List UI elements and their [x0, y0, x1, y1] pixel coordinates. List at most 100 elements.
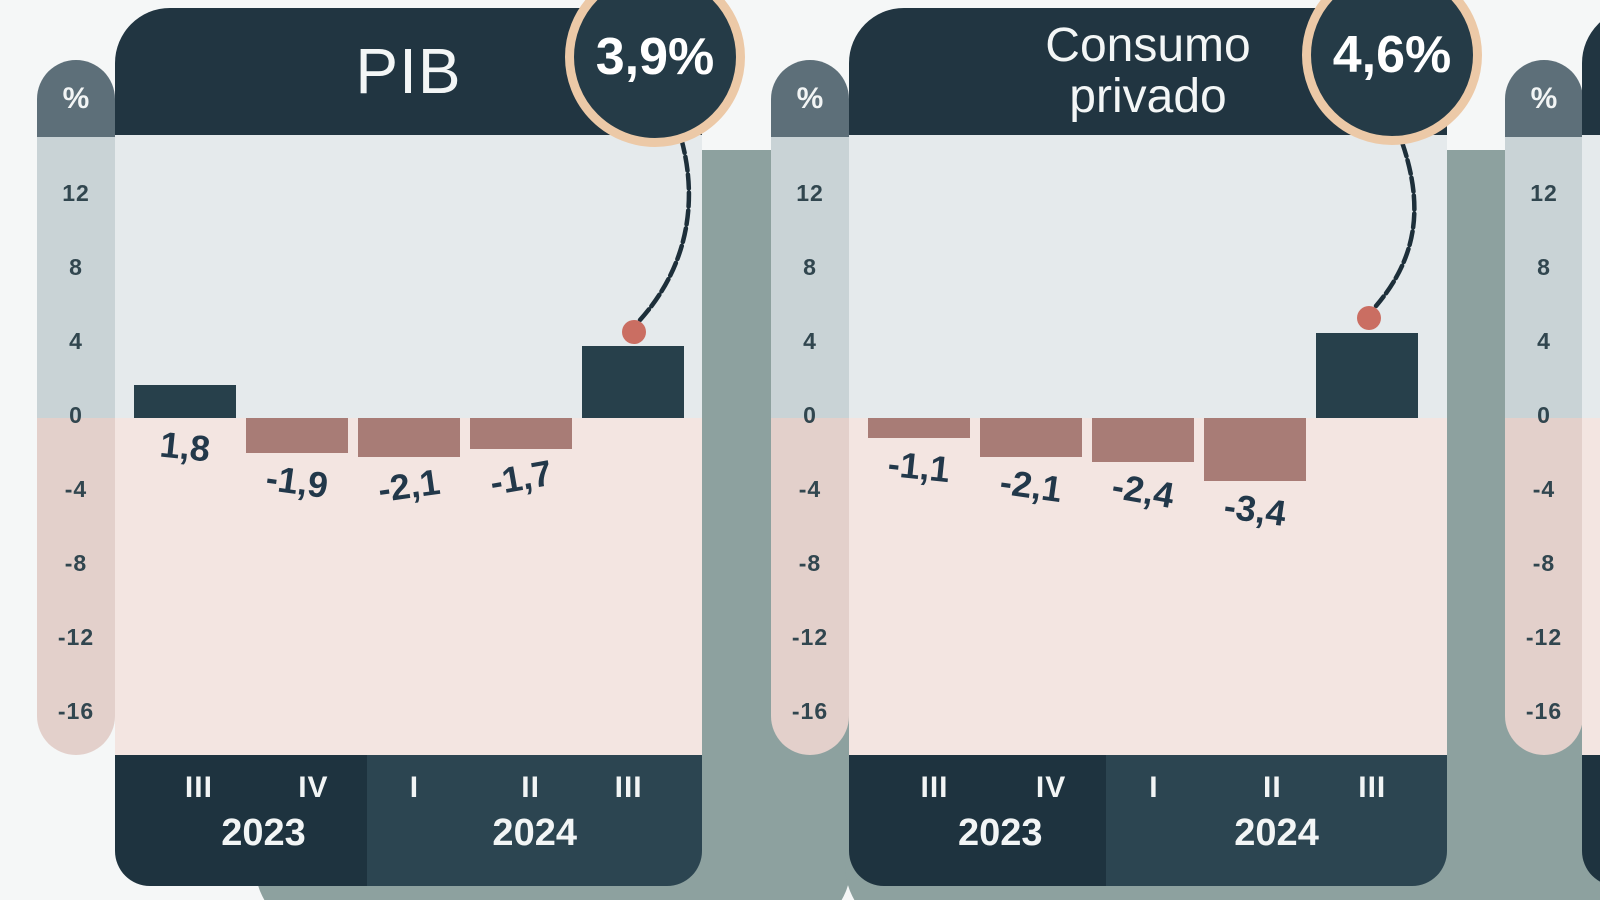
bar-value-label: -1,1: [886, 443, 953, 491]
axis-tick: 0: [69, 402, 83, 428]
callout-value: 4,6%: [1332, 26, 1452, 84]
chart-title: Consumo privado: [1045, 19, 1251, 123]
axis-negative-zone: [1505, 418, 1583, 755]
year-label: 2023: [958, 812, 1043, 854]
plot-below-zero: [849, 418, 1447, 755]
bars-layer: 1,8 -1,9 -2,1 -1,7: [115, 135, 702, 755]
time-axis: III IV I II III 2023 2024: [849, 755, 1447, 886]
callout-badge-consumo: 4,6%: [1302, 0, 1482, 145]
axis-tick: -16: [791, 698, 829, 724]
chart-card-partial: [1582, 8, 1600, 886]
quarter-label: I: [1149, 771, 1159, 804]
axis-tick: -4: [1532, 476, 1556, 502]
plot-below-zero: [115, 418, 702, 755]
year-label: 2024: [1234, 812, 1319, 854]
bar-value-label: -2,1: [997, 460, 1065, 510]
bar-i-2024: [358, 418, 460, 457]
axis-pill-consumo: % 12 8 4 0 -4 -8 -12 -16: [771, 60, 849, 755]
axis-tick: -12: [791, 624, 829, 650]
bar-iii-2024: [582, 345, 684, 418]
quarter-label: III: [1358, 771, 1387, 804]
chart-title: PIB: [355, 34, 462, 107]
plot-area: 1,8 -1,9 -2,1 -1,7: [115, 135, 702, 755]
axis-tick: -8: [798, 550, 822, 576]
year-label: 2023: [221, 812, 306, 854]
callout-value: 3,9%: [595, 28, 715, 86]
axis-positive-zone: [1505, 137, 1583, 418]
quarter-label: II: [1263, 771, 1282, 804]
chart-header: [1582, 8, 1600, 135]
axis-tick: 12: [62, 180, 90, 206]
bar-i-2024: [1092, 418, 1194, 463]
quarter-label: III: [184, 771, 213, 804]
axis-tick: 8: [803, 254, 817, 280]
axis-ticks: 12 8 4 0 -4 -8 -12 -16: [1505, 60, 1583, 755]
time-axis: III IV I II III 2023 2024: [115, 755, 702, 886]
year-label: 2024: [492, 812, 577, 854]
year-2024-segment: [367, 755, 702, 886]
year-2023-segment: [115, 755, 368, 886]
axis-unit-label: %: [771, 60, 849, 137]
bar-value-label: -1,7: [486, 452, 556, 504]
quarter-label: I: [409, 771, 420, 804]
chart-card-consumo-privado: Consumo privado -1,1 -2,1 -2,4 -3,4 III IV …: [849, 8, 1447, 886]
axis-positive-zone: [771, 137, 849, 418]
axis-tick: 12: [796, 180, 824, 206]
axis-tick: 8: [1537, 254, 1551, 280]
axis-tick: -8: [1532, 550, 1556, 576]
axis-positive-zone: [37, 137, 115, 418]
bar-ii-2024: [470, 418, 572, 450]
axis-unit-label: %: [1505, 60, 1583, 137]
axis-tick: 0: [1537, 402, 1551, 428]
axis-negative-zone: [37, 418, 115, 755]
callout-dot-pib: [622, 320, 646, 344]
bars-layer: -1,1 -2,1 -2,4 -3,4: [849, 135, 1447, 755]
axis-tick: -4: [798, 476, 822, 502]
quarter-label: IV: [1035, 771, 1067, 804]
axis-ticks: 12 8 4 0 -4 -8 -12 -16: [37, 60, 115, 755]
bar-iii-2023: [868, 418, 970, 439]
quarter-label: II: [521, 771, 540, 804]
bar-value-label: -2,4: [1108, 465, 1178, 517]
axis-pill-pib: % 12 8 4 0 -4 -8 -12 -16: [37, 60, 115, 755]
plot-below-zero: [1582, 418, 1600, 755]
axis-tick: -12: [1525, 624, 1563, 650]
time-axis: [1582, 755, 1600, 886]
axis-tick: -8: [64, 550, 88, 576]
axis-negative-zone: [771, 418, 849, 755]
axis-tick: -16: [57, 698, 95, 724]
year-2023-segment: [849, 755, 1107, 886]
bars-layer: [1582, 135, 1600, 755]
axis-tick: -4: [64, 476, 88, 502]
chart-card-pib: PIB 1,8 -1,9 -2,1 -1,7 III IV I II III 2023…: [115, 8, 702, 886]
axis-tick: 0: [803, 402, 817, 428]
plot-area: -1,1 -2,1 -2,4 -3,4: [849, 135, 1447, 755]
axis-unit-label: %: [37, 60, 115, 137]
bar-ii-2024: [1204, 418, 1306, 481]
bar-value-label: -3,4: [1221, 484, 1289, 535]
axis-pill-third: % 12 8 4 0 -4 -8 -12 -16: [1505, 60, 1583, 755]
axis-ticks: 12 8 4 0 -4 -8 -12 -16: [771, 60, 849, 755]
axis-tick: 12: [1530, 180, 1558, 206]
bar-value-label: -2,1: [375, 460, 443, 510]
quarter-label: IV: [298, 771, 329, 804]
axis-tick: -16: [1525, 698, 1563, 724]
year-2023-segment: [1582, 755, 1600, 886]
year-2024-segment: [1106, 755, 1447, 886]
axis-tick: 4: [803, 328, 817, 354]
axis-tick: 4: [69, 328, 83, 354]
axis-tick: -12: [57, 624, 95, 650]
bar-iii-2024: [1316, 332, 1418, 418]
plot-above-zero: [1582, 135, 1600, 418]
quarter-label: III: [920, 771, 949, 804]
bar-iv-2023: [980, 418, 1082, 457]
axis-tick: 4: [1537, 328, 1551, 354]
axis-tick: 8: [69, 254, 83, 280]
plot-area: [1582, 135, 1600, 755]
quarter-label: III: [614, 771, 643, 804]
bar-iii-2023: [134, 384, 236, 418]
bar-value-label: -1,9: [263, 457, 331, 507]
callout-dot-consumo: [1357, 306, 1381, 330]
bar-iv-2023: [246, 418, 348, 454]
